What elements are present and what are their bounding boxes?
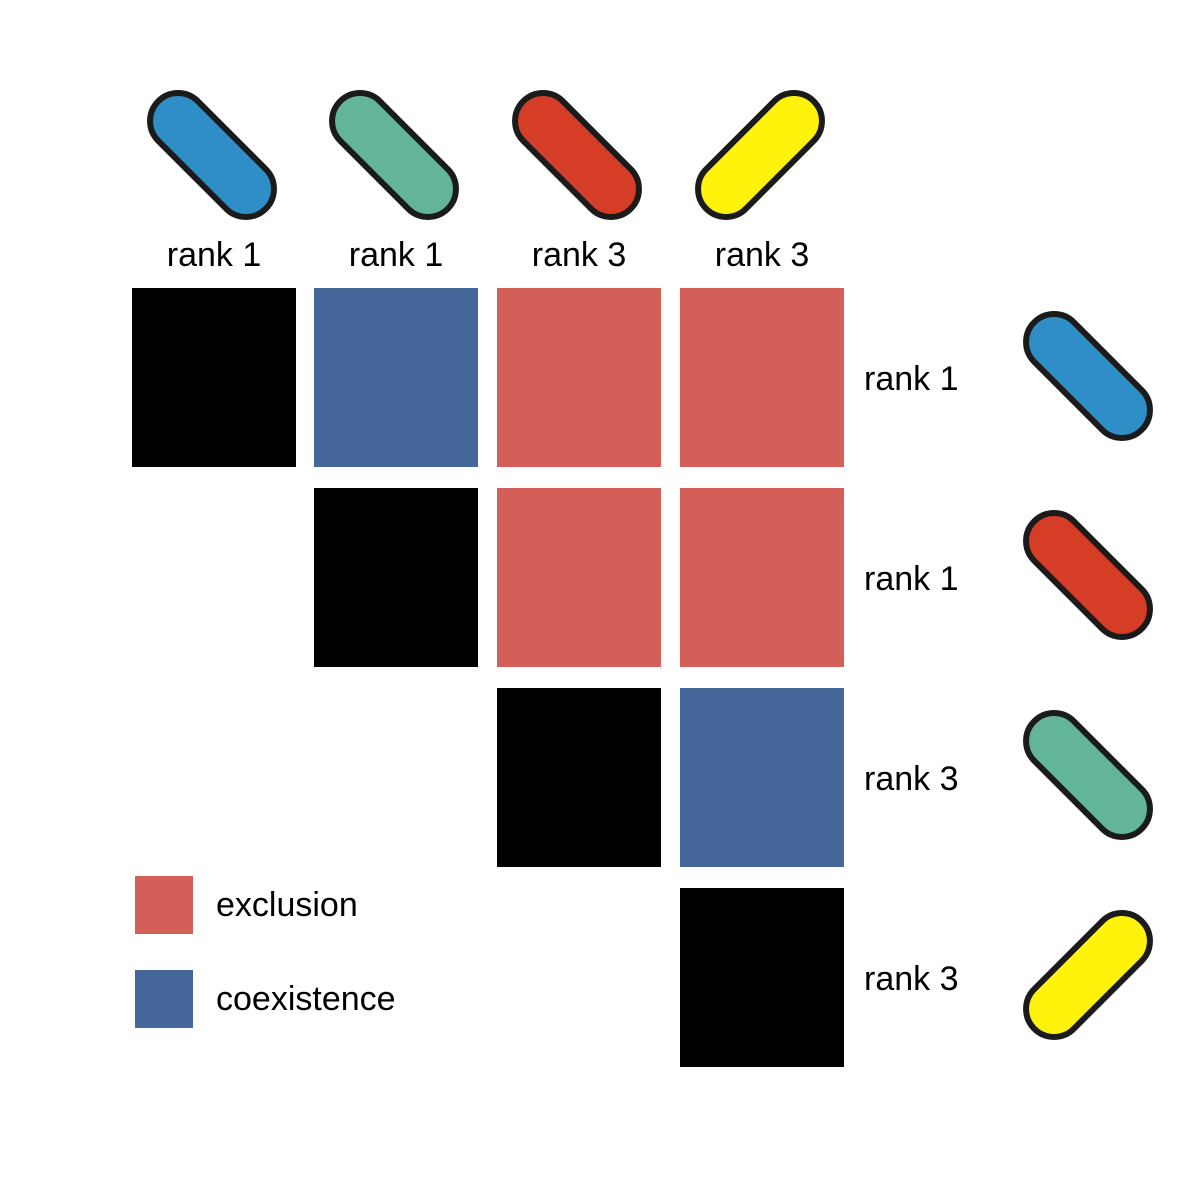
row-label-3: rank 3 [864,760,959,798]
cell-exclusion-r1-c4 [680,288,844,467]
row-4-yellow-bacterium-icon [1023,910,1153,1040]
cell-diagonal-r4-c4 [680,888,844,1067]
row-label-1: rank 1 [864,360,959,398]
cell-diagonal-r2-c2 [314,488,478,667]
cell-exclusion-r2-c3 [497,488,661,667]
column-2-teal-bacterium-icon [329,90,459,220]
cell-coexistence-r1-c2 [314,288,478,467]
cell-coexistence-r3-c4 [680,688,844,867]
column-label-4: rank 3 [714,236,810,274]
column-4-yellow-bacterium-icon [695,90,825,220]
cell-diagonal-r1-c1 [132,288,296,467]
row-1-blue-bacterium-icon [1023,311,1153,441]
legend-label-coexistence: coexistence [216,980,396,1018]
row-label-2: rank 1 [864,560,959,598]
row-2-red-bacterium-icon [1023,510,1153,640]
row-label-4: rank 3 [864,960,959,998]
column-label-3: rank 3 [531,236,627,274]
legend-swatch-exclusion [135,876,193,934]
cell-diagonal-r3-c3 [497,688,661,867]
column-label-2: rank 1 [348,236,444,274]
column-1-blue-bacterium-icon [147,90,277,220]
cell-exclusion-r1-c3 [497,288,661,467]
cell-exclusion-r2-c4 [680,488,844,667]
legend-label-exclusion: exclusion [216,886,358,924]
column-3-red-bacterium-icon [512,90,642,220]
row-3-teal-bacterium-icon [1023,710,1153,840]
column-label-1: rank 1 [166,236,262,274]
legend-swatch-coexistence [135,970,193,1028]
